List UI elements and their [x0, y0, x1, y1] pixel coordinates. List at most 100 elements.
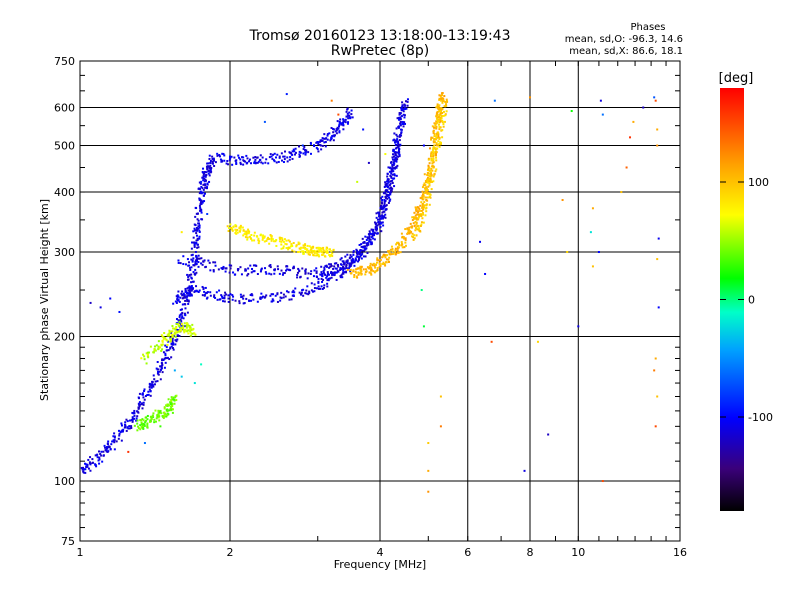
echo-point — [437, 105, 440, 108]
echo-point — [302, 294, 305, 297]
echo-point — [181, 326, 184, 329]
echo-point — [601, 480, 604, 483]
echo-point — [430, 158, 433, 161]
echo-point — [199, 208, 202, 211]
echo-point — [337, 270, 340, 273]
echo-point — [109, 297, 112, 300]
echo-point — [370, 228, 373, 231]
echo-point — [128, 427, 131, 430]
echo-point — [436, 133, 439, 136]
echo-point — [419, 225, 422, 228]
echo-point — [259, 233, 262, 236]
echo-point — [321, 139, 324, 142]
echo-point — [286, 265, 289, 268]
echo-point — [384, 195, 387, 198]
echo-point — [384, 205, 387, 208]
echo-point — [282, 245, 285, 248]
echo-point — [360, 243, 363, 246]
echo-point — [172, 348, 175, 351]
echo-point — [423, 201, 426, 204]
echo-point — [400, 132, 403, 135]
echo-point — [137, 406, 140, 409]
echo-point — [205, 187, 208, 190]
echo-point — [589, 231, 592, 234]
echo-point — [397, 116, 400, 119]
echo-point — [300, 250, 303, 253]
echo-point — [393, 158, 396, 161]
echo-point — [357, 258, 360, 261]
echo-point — [317, 246, 320, 249]
echo-point — [366, 251, 369, 254]
echo-point — [190, 285, 193, 288]
echo-point — [288, 158, 291, 161]
echo-point — [147, 393, 150, 396]
echo-point — [420, 201, 423, 204]
echo-point — [392, 148, 395, 151]
echo-point — [246, 236, 249, 239]
echo-point — [222, 300, 225, 303]
echo-point — [176, 338, 179, 341]
echo-point — [153, 349, 156, 352]
echo-point — [142, 426, 145, 429]
echo-point — [182, 255, 185, 258]
echo-point — [286, 268, 289, 271]
echo-point — [386, 172, 389, 175]
echo-point — [157, 409, 160, 412]
echo-point — [198, 198, 201, 201]
echo-point — [216, 154, 219, 157]
echo-point — [96, 456, 99, 459]
echo-point — [241, 156, 244, 159]
echo-point — [361, 252, 364, 255]
echo-point — [385, 182, 388, 185]
echo-point — [339, 276, 342, 279]
echo-point — [89, 456, 92, 459]
echo-point — [393, 162, 396, 165]
echo-point — [385, 258, 388, 261]
echo-point — [438, 109, 441, 112]
echo-point — [397, 126, 400, 129]
echo-point — [204, 186, 207, 189]
echo-point — [439, 143, 442, 146]
echo-point — [293, 291, 296, 294]
echo-point — [408, 229, 411, 232]
echo-point — [315, 141, 318, 144]
echo-point — [385, 184, 388, 187]
echo-point — [291, 244, 294, 247]
echo-point — [300, 293, 303, 296]
echo-point — [591, 265, 594, 268]
echo-point — [81, 468, 84, 471]
echo-point — [146, 355, 149, 358]
echo-point — [140, 421, 143, 424]
echo-point — [306, 244, 309, 247]
echo-point — [435, 127, 438, 130]
echo-point — [157, 368, 160, 371]
echo-point — [223, 154, 226, 157]
echo-point — [235, 225, 238, 228]
echo-point — [146, 426, 149, 429]
echo-point — [136, 419, 139, 422]
echo-point — [239, 228, 242, 231]
echo-point — [271, 238, 274, 241]
echo-point — [439, 94, 442, 97]
echo-point — [323, 273, 326, 276]
echo-point — [440, 98, 443, 101]
echo-point — [343, 263, 346, 266]
colorbar-tick-label: -100 — [748, 411, 773, 424]
echo-point — [431, 148, 434, 151]
echo-point — [322, 246, 325, 249]
echo-point — [352, 259, 355, 262]
echo-point — [420, 289, 423, 292]
echo-point — [100, 450, 103, 453]
echo-point — [347, 267, 350, 270]
echo-point — [329, 265, 332, 268]
echo-point — [385, 189, 388, 192]
echo-point — [149, 345, 152, 348]
echo-point — [359, 255, 362, 258]
echo-point — [424, 214, 427, 217]
echo-point — [183, 312, 186, 315]
echo-point — [432, 140, 435, 143]
echo-point — [244, 268, 247, 271]
echo-point — [222, 152, 225, 155]
echo-point — [228, 155, 231, 158]
echo-point — [184, 263, 187, 266]
